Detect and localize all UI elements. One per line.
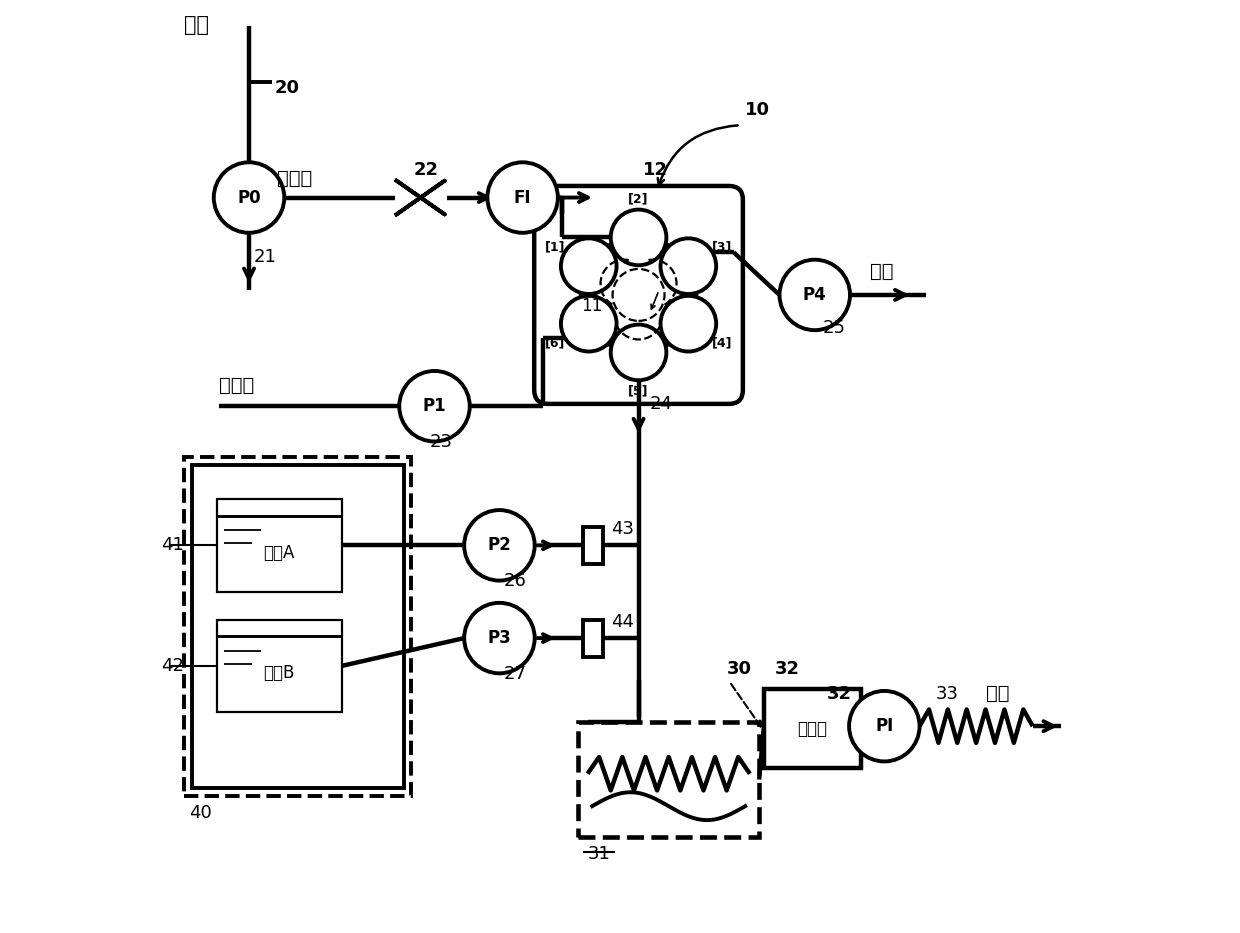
Circle shape (560, 238, 616, 294)
Text: 32: 32 (775, 660, 800, 678)
Text: 10: 10 (745, 101, 770, 118)
Circle shape (399, 371, 470, 441)
Text: 44: 44 (611, 613, 634, 631)
Text: 排水: 排水 (870, 262, 894, 281)
Text: 原水: 原水 (184, 15, 210, 35)
Text: 22: 22 (414, 161, 439, 179)
Text: 排液: 排液 (986, 684, 1009, 703)
Bar (583, 527, 604, 564)
Text: [2]: [2] (629, 192, 649, 205)
Text: 40: 40 (188, 803, 212, 822)
Text: 26: 26 (505, 572, 527, 590)
Circle shape (661, 296, 717, 352)
Text: 42: 42 (161, 657, 184, 675)
Text: 试剂B: 试剂B (263, 664, 295, 682)
Text: 41: 41 (161, 536, 184, 554)
Text: [1]: [1] (544, 240, 565, 253)
Text: P4: P4 (802, 285, 827, 304)
Circle shape (464, 510, 534, 580)
Circle shape (849, 691, 920, 761)
Circle shape (582, 237, 696, 353)
Text: P0: P0 (237, 188, 260, 206)
Text: 21: 21 (254, 248, 277, 266)
Text: 30: 30 (727, 660, 751, 678)
Text: 32: 32 (826, 685, 852, 703)
Text: 33: 33 (935, 685, 959, 703)
Circle shape (487, 162, 558, 233)
FancyBboxPatch shape (578, 721, 759, 838)
Text: 27: 27 (505, 664, 527, 683)
Text: [4]: [4] (712, 337, 733, 350)
Circle shape (464, 603, 534, 674)
Bar (217, 620, 342, 712)
Circle shape (611, 325, 666, 381)
Bar (764, 689, 861, 768)
Text: 24: 24 (650, 395, 672, 412)
FancyBboxPatch shape (191, 465, 404, 788)
Circle shape (213, 162, 284, 233)
Text: P1: P1 (423, 397, 446, 415)
Bar (217, 499, 342, 592)
Text: [3]: [3] (712, 240, 733, 253)
FancyBboxPatch shape (534, 186, 743, 404)
Circle shape (560, 296, 616, 352)
Text: 试剂A: 试剂A (263, 544, 295, 562)
Text: 43: 43 (611, 520, 634, 538)
Text: P2: P2 (487, 536, 511, 554)
Circle shape (780, 259, 849, 330)
Text: 载体水: 载体水 (219, 376, 254, 395)
Text: 31: 31 (588, 845, 610, 863)
Text: 23: 23 (430, 433, 453, 451)
Text: [5]: [5] (629, 385, 649, 397)
Text: 25: 25 (822, 319, 846, 337)
Text: [6]: [6] (544, 337, 565, 350)
Bar (583, 620, 604, 657)
Circle shape (611, 210, 666, 265)
Circle shape (661, 238, 717, 294)
Text: PI: PI (875, 717, 894, 735)
Text: 检测器: 检测器 (797, 719, 827, 737)
Text: 样品水: 样品水 (277, 169, 312, 188)
Text: 11: 11 (582, 297, 603, 315)
Text: P3: P3 (487, 629, 511, 648)
Text: 20: 20 (275, 79, 300, 97)
FancyBboxPatch shape (184, 457, 412, 796)
Text: FI: FI (513, 188, 532, 206)
Text: 12: 12 (644, 161, 668, 179)
